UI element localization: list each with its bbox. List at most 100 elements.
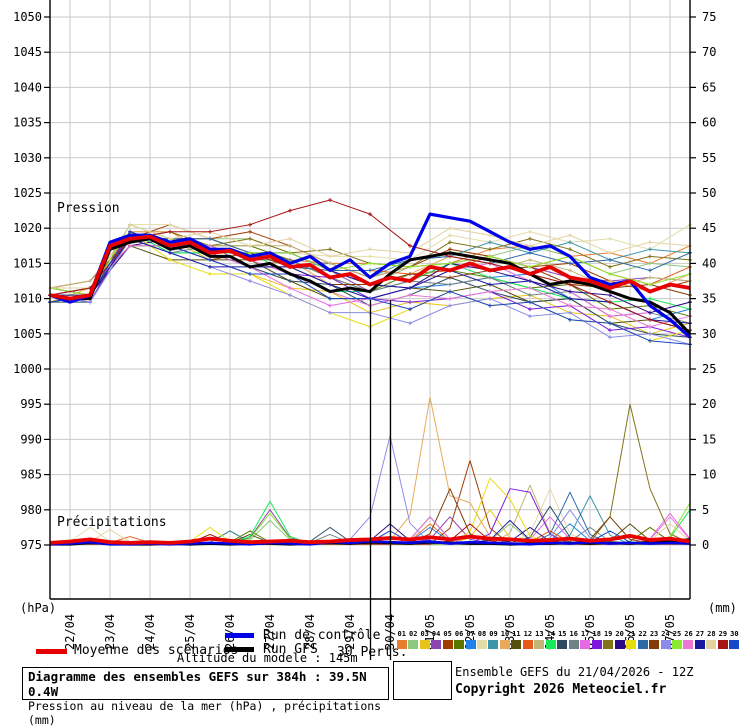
member-color-legend: 01 02 03 04 05 06 07 08 09 10 11 12 13 14 15 16 17 18 19 20… [396,630,740,654]
meteociel-gefs-ensemble-page: { "meta": { "title_line1": "Diagramme de… [13,0,740,727]
member-number: 19 [603,630,613,638]
svg-text:26/04: 26/04 [223,614,237,650]
member-color-square [637,640,648,649]
member-color-square [671,640,682,649]
model-altitude-label: Altitude du modele : 145m [177,651,358,665]
svg-text:27/04: 27/04 [263,614,277,650]
member-number: 07 [466,630,475,638]
svg-text:65: 65 [702,80,716,94]
member-color-item: 25 [671,630,682,654]
member-number: 15 [558,630,567,638]
member-color-item: 01 [396,630,407,654]
svg-text:1030: 1030 [13,151,42,165]
member-color-item: 18 [591,630,602,654]
svg-text:985: 985 [20,468,42,482]
member-color-item: 21 [625,630,637,654]
svg-text:22/04: 22/04 [63,614,77,650]
member-color-square [511,640,522,649]
member-number: 06 [454,630,464,638]
gfs-legend-swatch [225,647,254,652]
member-number: 04 [431,630,441,638]
member-number: 16 [569,630,578,638]
member-color-square [522,640,533,649]
member-color-square [431,640,442,649]
svg-text:30: 30 [702,327,716,341]
svg-text:24/04: 24/04 [143,614,157,650]
member-color-item: 08 [476,630,488,654]
member-color-square [545,640,556,649]
member-color-square [649,640,660,649]
member-color-square [729,640,740,649]
member-color-square [660,640,671,649]
member-number: 13 [535,630,544,638]
member-color-square [557,640,568,649]
svg-text:995: 995 [20,397,42,411]
member-color-item: 16 [568,630,579,654]
member-color-item: 29 [717,630,728,654]
svg-text:Précipitations: Précipitations [57,515,167,530]
ensemble-meteogram-chart: 1050104510401035103010251020101510101005… [13,0,716,660]
svg-text:5: 5 [702,503,709,517]
member-color-square [626,640,637,649]
member-number: 25 [672,630,682,638]
member-color-square [614,640,625,649]
member-color-square [465,640,476,649]
member-color-square [706,640,717,649]
member-color-item: 26 [683,630,694,654]
member-color-item: 07 [465,630,476,654]
member-color-square [488,640,499,649]
left-axis-unit-label: (hPa) [20,601,57,615]
svg-text:0: 0 [702,538,709,552]
member-color-item: 06 [453,630,465,654]
member-number: 27 [695,630,705,638]
member-color-item: 10 [499,630,510,654]
svg-text:23/04: 23/04 [103,614,117,650]
control-legend-swatch [225,633,254,638]
svg-text:15: 15 [702,432,716,446]
svg-text:1025: 1025 [13,186,42,200]
member-number: 01 [397,630,406,638]
member-color-item: 19 [602,630,614,654]
svg-text:1045: 1045 [13,45,42,59]
member-number: 12 [523,630,533,638]
svg-text:980: 980 [20,503,42,517]
member-number: 29 [718,630,728,638]
svg-text:1000: 1000 [13,362,42,376]
svg-text:45: 45 [702,221,716,235]
member-number: 26 [684,630,693,638]
member-color-item: 04 [430,630,442,654]
member-number: 09 [489,630,498,638]
svg-text:Pression: Pression [57,201,120,216]
svg-text:1050: 1050 [13,10,42,24]
chart-title: Diagramme des ensembles GEFS sur 384h : … [28,669,367,699]
member-color-item: 13 [534,630,545,654]
member-number: 03 [420,630,429,638]
svg-text:1010: 1010 [13,292,42,306]
svg-text:20: 20 [702,397,716,411]
member-color-item: 24 [660,630,671,654]
svg-text:60: 60 [702,116,716,130]
run-info-label: Ensemble GEFS du 21/04/2026 - 12Z [455,665,694,679]
member-number: 18 [592,630,601,638]
member-color-square [591,640,602,649]
member-color-square [499,640,510,649]
member-number: 20 [615,630,624,638]
member-color-square [534,640,545,649]
svg-text:70: 70 [702,45,716,59]
member-color-item: 17 [580,630,591,654]
member-color-item: 28 [706,630,717,654]
member-number: 11 [512,630,521,638]
member-color-square [419,640,430,649]
member-color-item: 09 [488,630,499,654]
member-number: 14 [546,630,556,638]
member-number: 23 [649,630,659,638]
member-color-square [568,640,579,649]
svg-text:1015: 1015 [13,256,42,270]
member-number: 02 [408,630,418,638]
member-color-square [603,640,614,649]
member-number: 24 [661,630,670,638]
member-color-item: 30 [729,630,740,654]
copyright-label: Copyright 2026 Meteociel.fr [455,682,667,697]
svg-text:50: 50 [702,186,716,200]
member-color-square [694,640,705,649]
